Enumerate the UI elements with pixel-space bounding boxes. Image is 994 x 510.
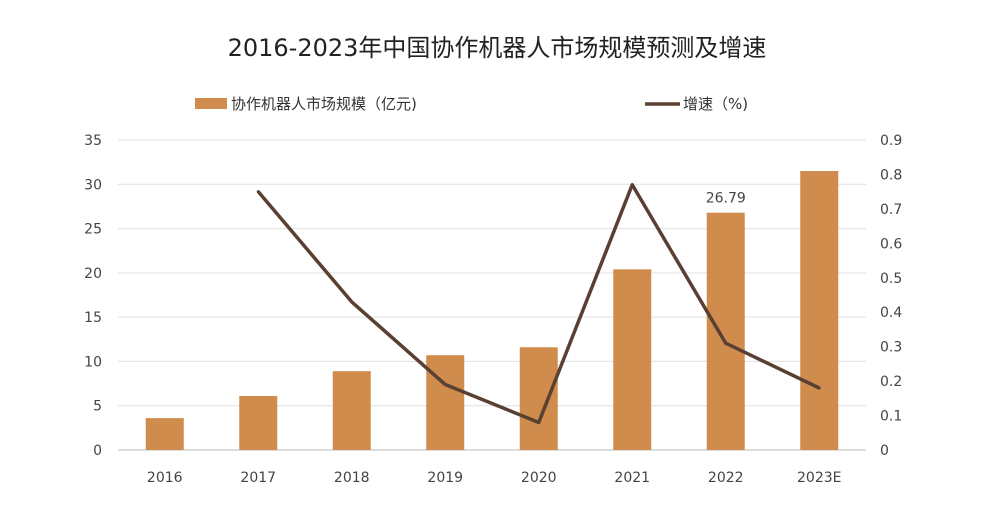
x-tick-label: 2020: [521, 470, 557, 486]
legend-line-label: 增速（%): [683, 95, 748, 113]
x-tick-label: 2019: [427, 470, 463, 486]
growth-point-2022: [724, 341, 728, 345]
x-tick-label: 2022: [708, 470, 744, 486]
x-tick-label: 2018: [334, 470, 370, 486]
growth-point-2019: [443, 383, 447, 387]
y-left-tick-label: 25: [84, 222, 102, 238]
y-right-tick-label: 0.3: [880, 340, 902, 356]
y-right-tick-label: 0.5: [880, 271, 902, 287]
growth-point-2020: [537, 420, 541, 424]
y-right-tick-label: 0.6: [880, 236, 902, 252]
growth-point-2018: [350, 300, 354, 304]
y-left-tick-label: 30: [84, 177, 102, 193]
growth-point-2021: [630, 183, 634, 187]
legend-bar-swatch: [195, 98, 227, 109]
y-right-tick-label: 0.7: [880, 202, 902, 218]
bar-2023E: [800, 171, 839, 450]
bar-2016: [145, 418, 184, 450]
chart-title: 2016-2023年中国协作机器人市场规模预测及增速: [227, 34, 767, 62]
bar-2021: [613, 269, 652, 450]
bar-2017: [239, 395, 278, 450]
bar-2020: [519, 347, 558, 450]
growth-point-2017: [256, 190, 260, 194]
bar-2022: [706, 212, 745, 450]
y-right-tick-label: 0.9: [880, 133, 902, 149]
x-tick-label: 2016: [147, 470, 183, 486]
y-right-tick-label: 0.2: [880, 374, 902, 390]
y-left-tick-label: 0: [93, 443, 102, 459]
x-tick-label: 2023E: [797, 470, 841, 486]
y-left-tick-label: 35: [84, 133, 102, 149]
y-right-tick-label: 0.4: [880, 305, 902, 321]
data-label: 26.79: [706, 191, 746, 207]
y-left-tick-label: 10: [84, 354, 102, 370]
y-right-tick-label: 0: [880, 443, 889, 459]
y-left-tick-label: 15: [84, 310, 102, 326]
y-left-tick-label: 20: [84, 266, 102, 282]
bar-2019: [426, 355, 465, 450]
x-tick-label: 2017: [240, 470, 276, 486]
bar-2018: [332, 371, 371, 450]
legend-bar-label: 协作机器人市场规模（亿元): [231, 95, 417, 113]
growth-point-2023E: [817, 386, 821, 390]
y-right-tick-label: 0.8: [880, 167, 902, 183]
y-left-tick-label: 5: [93, 399, 102, 415]
y-right-tick-label: 0.1: [880, 409, 902, 425]
x-tick-label: 2021: [614, 470, 650, 486]
